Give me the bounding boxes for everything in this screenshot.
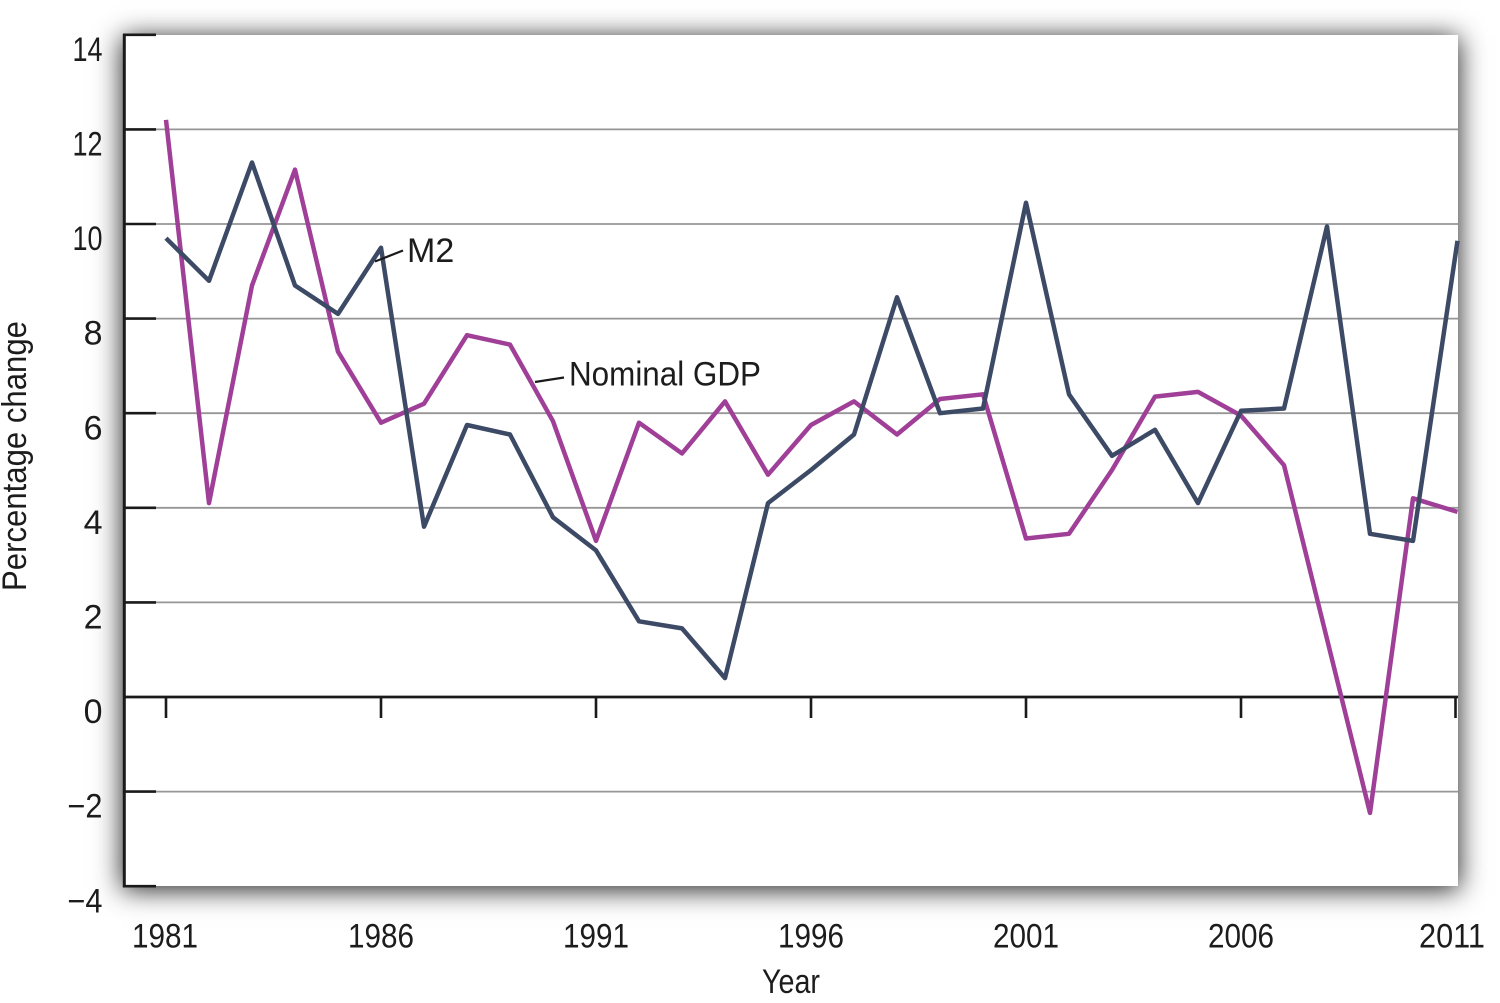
svg-text:Percentage change: Percentage change [0,321,34,591]
svg-text:4: 4 [84,504,103,542]
svg-text:Nominal GDP: Nominal GDP [569,356,761,394]
svg-text:2006: 2006 [1208,918,1274,956]
svg-text:10: 10 [73,220,103,258]
svg-text:2011: 2011 [1419,918,1485,956]
svg-text:−2: −2 [68,788,103,826]
svg-text:8: 8 [84,315,103,353]
svg-text:2001: 2001 [993,918,1059,956]
svg-text:6: 6 [84,409,103,447]
svg-text:−4: −4 [68,882,103,920]
svg-text:1981: 1981 [132,918,198,956]
svg-text:1991: 1991 [563,918,629,956]
svg-text:14: 14 [73,31,103,69]
svg-text:1986: 1986 [348,918,414,956]
svg-text:12: 12 [73,126,103,164]
svg-text:1996: 1996 [778,918,844,956]
svg-text:M2: M2 [407,232,454,270]
svg-text:Year: Year [762,963,820,1001]
svg-text:0: 0 [84,693,103,731]
svg-text:2: 2 [84,599,103,637]
